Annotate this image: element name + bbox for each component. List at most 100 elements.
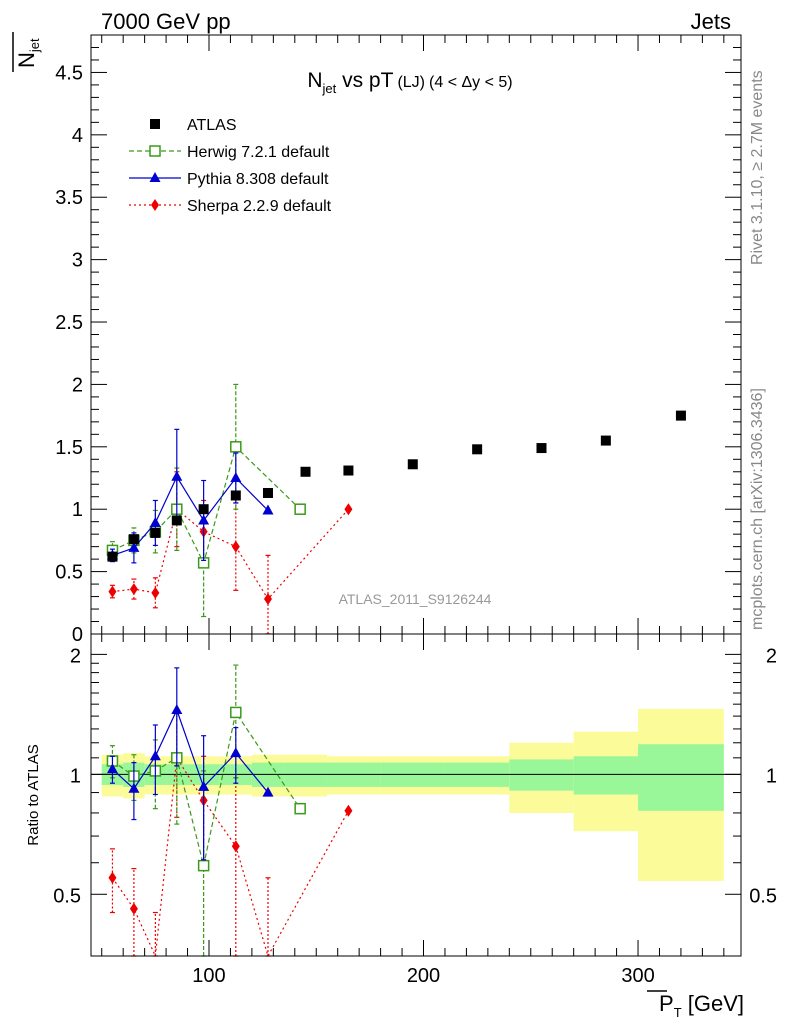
main-point-atlas [536, 443, 547, 454]
main-series-atlas [107, 410, 686, 562]
ratio-ylabel: Ratio to ATLAS [25, 744, 42, 845]
ratio-xtick-label: 300 [621, 965, 654, 987]
main-point-atlas [343, 465, 354, 476]
legend-label-herwig: Herwig 7.2.1 default [187, 144, 330, 161]
legend: ATLAS Herwig 7.2.1 default Pythia 8.308 de… [129, 117, 332, 215]
main-ytick-label: 0 [72, 624, 83, 646]
ratio-ytick-label: 2 [70, 645, 81, 667]
main-point-atlas [300, 466, 311, 477]
main-point-pythia [171, 470, 183, 481]
legend-item-pythia: Pythia 8.308 default [129, 171, 329, 188]
ratio-point-pythia [198, 780, 210, 791]
main-point-sherpa [344, 503, 353, 516]
main-point-atlas [107, 551, 118, 562]
main-point-pythia [230, 472, 242, 483]
legend-label-atlas: ATLAS [187, 117, 237, 134]
legend-label-sherpa: Sherpa 2.2.9 default [187, 198, 332, 215]
main-ytick-label: 4.5 [55, 62, 83, 84]
ratio-band-inner [573, 756, 639, 795]
ratio-point-herwig [230, 706, 242, 719]
main-point-herwig [230, 441, 242, 453]
main-point-sherpa [231, 540, 240, 553]
svg-text:Njet: Njet [14, 38, 42, 68]
main-ytick-label: 4 [72, 125, 83, 147]
legend-label-pythia: Pythia 8.308 default [187, 171, 329, 188]
ratio-point-herwig [294, 802, 306, 815]
ratio-ytick-label-right: 0.5 [749, 885, 777, 907]
main-series-herwig [106, 383, 306, 618]
ratio-point-pythia [262, 786, 274, 797]
ratio-ytick-label: 1 [70, 765, 81, 787]
ratio-point-pythia [149, 750, 161, 761]
main-line-sherpa [112, 508, 349, 601]
main-point-atlas [675, 410, 686, 421]
legend-item-herwig: Herwig 7.2.1 default [129, 144, 330, 161]
legend-marker-atlas [150, 119, 160, 129]
legend-marker-herwig [149, 145, 161, 157]
rivet-label: Rivet 3.1.10, ≥ 2.7M events [749, 70, 766, 265]
main-series-sherpa [108, 471, 353, 635]
main-point-atlas [150, 527, 161, 538]
ratio-series-herwig [106, 664, 306, 957]
ratio-plot: 0.5 0.5 1 1 2 2 100 200 300 [53, 633, 777, 987]
main-point-sherpa [108, 585, 117, 598]
ratio-point-sherpa [344, 804, 353, 817]
main-point-atlas [198, 504, 209, 515]
main-point-atlas [472, 444, 483, 455]
ratio-ytick-label-right: 1 [766, 765, 777, 787]
main-point-sherpa [263, 593, 272, 606]
ratio-point-pythia [106, 763, 118, 774]
ratio-ytick-label-right: 2 [766, 645, 777, 667]
main-point-herwig [294, 503, 306, 515]
ratio-xtick-label: 200 [407, 965, 440, 987]
main-point-atlas [128, 534, 139, 545]
legend-marker-pythia [149, 172, 161, 182]
ratio-ytick-label: 0.5 [53, 885, 81, 907]
ratio-point-herwig [197, 859, 210, 872]
ratio-point-pythia [128, 782, 140, 793]
header-right: Jets [691, 9, 731, 34]
main-point-sherpa [129, 583, 138, 596]
main-ytick-label: 1.5 [55, 437, 83, 459]
main-plot: 0 0.5 1 1.5 2 2.5 3 3.5 4 4.5 Njet vs pT (LJ) (4 < … [55, 34, 742, 646]
legend-marker-sherpa [151, 199, 159, 211]
legend-item-atlas: ATLAS [150, 117, 237, 134]
ratio-band-inner [509, 759, 574, 791]
main-point-pythia [128, 541, 140, 552]
main-point-atlas [171, 515, 182, 526]
ratio-point-pythia [171, 704, 183, 715]
xlabel: PT [GeV] [647, 990, 744, 1020]
ratio-frame [90, 633, 742, 957]
main-point-atlas [262, 487, 273, 498]
main-point-atlas [600, 435, 611, 446]
main-ytick-label: 3.5 [55, 187, 83, 209]
main-ytick-label: 2 [72, 374, 83, 396]
mcplots-label: mcplots.cern.ch [arXiv:1306.3436] [749, 388, 766, 630]
ratio-point-pythia [230, 747, 242, 758]
legend-item-sherpa: Sherpa 2.2.9 default [129, 198, 332, 215]
ratio-band-inner [638, 744, 724, 811]
ratio-point-sherpa [129, 902, 138, 915]
ratio-point-sherpa [108, 871, 117, 884]
ratio-xtick-label: 100 [192, 965, 225, 987]
main-point-atlas [407, 459, 418, 470]
main-point-pythia [262, 504, 274, 515]
watermark: ATLAS_2011_S9126244 [339, 591, 492, 607]
main-ytick-label: 2.5 [55, 312, 83, 334]
ratio-series-pythia [106, 667, 274, 861]
header-left: 7000 GeV pp [101, 9, 231, 34]
main-point-sherpa [151, 586, 160, 599]
main-ytick-label: 1 [72, 499, 83, 521]
plot-title: Njet vs pT (LJ) (4 < Δy < 5) [307, 69, 512, 96]
main-point-pythia [149, 516, 161, 527]
main-ytick-label: 0.5 [55, 562, 83, 584]
ratio-line-sherpa [111, 756, 349, 959]
svg-text:PT [GeV]: PT [GeV] [659, 991, 744, 1020]
ratio-series-sherpa [108, 713, 353, 959]
ratio-point-sherpa [231, 840, 240, 853]
main-ylabel: Njet [12, 32, 42, 72]
main-ytick-label: 3 [72, 250, 83, 272]
main-point-atlas [230, 490, 241, 501]
main-point-pythia [198, 514, 210, 525]
